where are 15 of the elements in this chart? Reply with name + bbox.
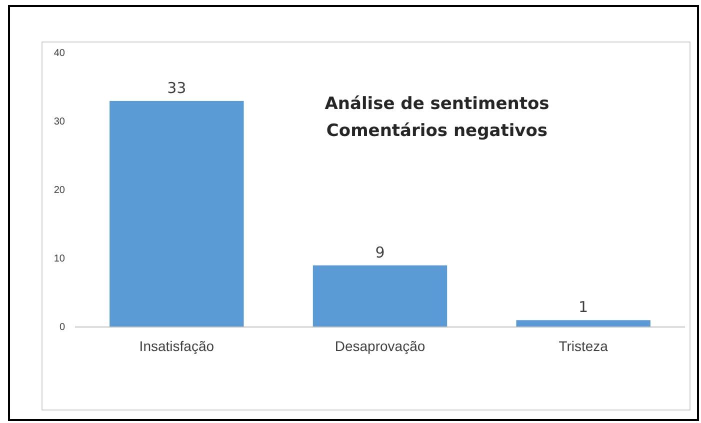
y-tick-label: 30 — [54, 116, 66, 128]
y-tick-label: 40 — [54, 48, 66, 60]
bar — [516, 320, 650, 327]
text: Análise de sentimentos Comentários negativos — [324, 94, 550, 141]
y-tick-label: 0 — [59, 322, 66, 334]
x-tick-label: Insatisfação — [139, 338, 214, 354]
bar — [110, 100, 244, 327]
data-label: 1 — [578, 298, 588, 316]
y-tick-label: 10 — [54, 254, 66, 265]
bar — [312, 265, 448, 327]
data-label: 33 — [167, 78, 186, 97]
data-label: 9 — [375, 243, 385, 262]
y-tick-label: 20 — [54, 185, 66, 196]
x-tick-label: Tristeza — [558, 338, 608, 354]
x-tick-label: Desaprovação — [334, 338, 426, 354]
